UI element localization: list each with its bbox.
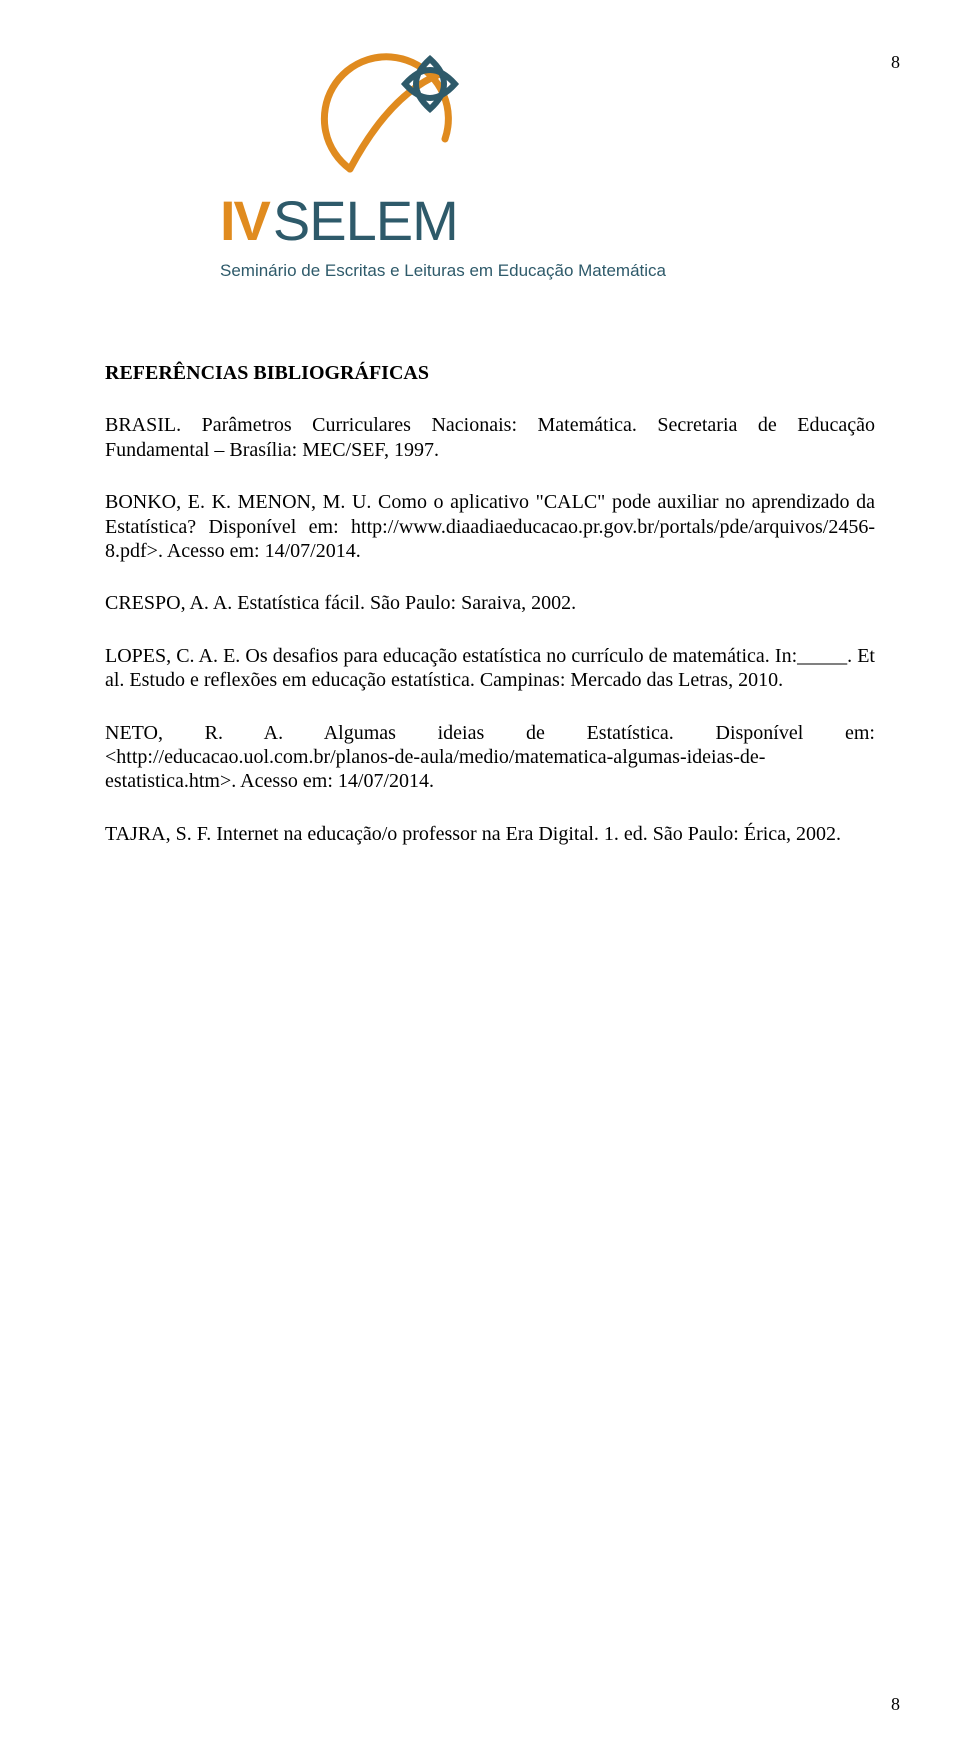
content-body: REFERÊNCIAS BIBLIOGRÁFICAS BRASIL. Parâm…: [105, 361, 875, 846]
header-logo-block: IV SELEM Seminário de Escritas e Leitura…: [170, 34, 790, 281]
logo-iv: IV: [220, 188, 269, 253]
logo-wrap: IV SELEM Seminário de Escritas e Leitura…: [220, 34, 790, 281]
page-number-top: 8: [891, 52, 900, 73]
logo-selem: SELEM: [273, 188, 458, 253]
reference-item: BONKO, E. K. MENON, M. U. Como o aplicat…: [105, 490, 875, 563]
reference-item: CRESPO, A. A. Estatística fácil. São Pau…: [105, 591, 875, 615]
reference-item: NETO, R. A. Algumas ideias de Estatístic…: [105, 721, 875, 794]
reference-item: BRASIL. Parâmetros Curriculares Nacionai…: [105, 413, 875, 462]
page-number-bottom: 8: [891, 1694, 900, 1715]
reference-item: TAJRA, S. F. Internet na educação/o prof…: [105, 822, 875, 846]
logo-mark-icon: [310, 34, 490, 184]
section-title: REFERÊNCIAS BIBLIOGRÁFICAS: [105, 361, 875, 385]
logo-subtitle: Seminário de Escritas e Leituras em Educ…: [220, 261, 666, 281]
logo-text: IV SELEM: [220, 188, 458, 253]
reference-item: LOPES, C. A. E. Os desafios para educaçã…: [105, 644, 875, 693]
